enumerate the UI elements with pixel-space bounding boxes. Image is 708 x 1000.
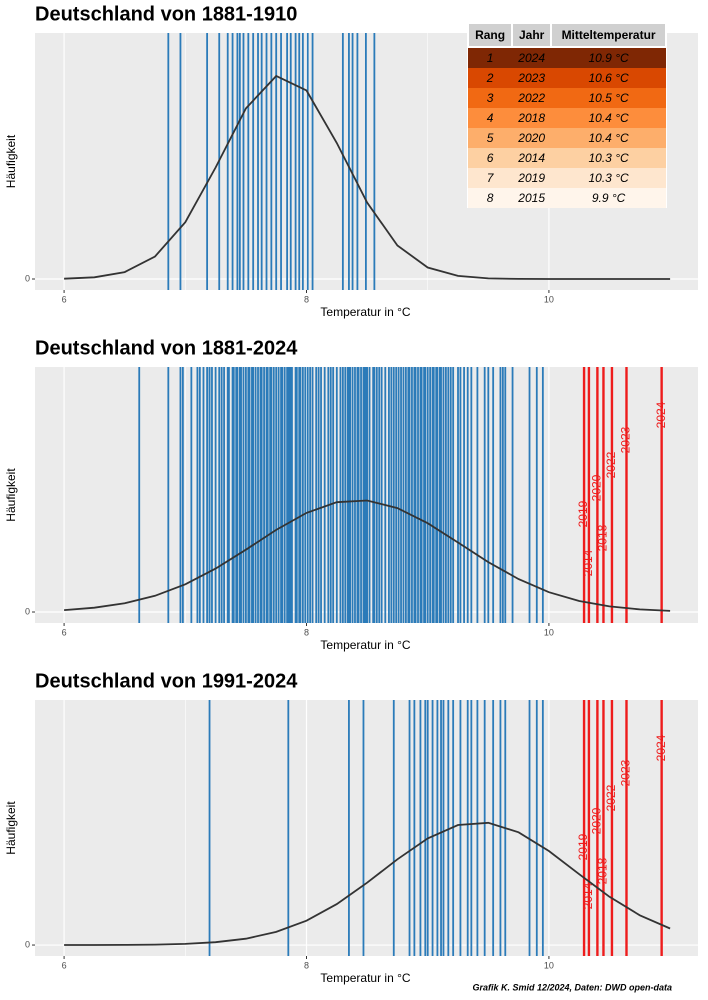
y-axis-label: Häufigkeit — [4, 134, 18, 188]
table-row: 5 2020 10.4 °C — [468, 128, 666, 148]
highlight-label: 2020 — [590, 474, 604, 501]
x-tick-label: 8 — [304, 294, 309, 304]
highlight-label: 2024 — [654, 401, 668, 428]
table-cell: 10.4 °C — [588, 131, 629, 145]
table-cell: 2023 — [518, 71, 545, 85]
y-tick-label: 0 — [25, 606, 30, 616]
table-cell: 8 — [486, 191, 494, 205]
table-cell: 7 — [486, 171, 494, 185]
x-tick-label: 10 — [544, 627, 554, 637]
highlight-label: 2023 — [619, 759, 633, 786]
table-cell: 2022 — [518, 91, 545, 105]
x-axis-label: Temperatur in °C — [320, 638, 410, 652]
table-cell: 2020 — [518, 131, 545, 145]
density-curve — [64, 821, 671, 946]
table-header-cell: Mitteltemperatur — [550, 22, 667, 48]
x-axis-label: Temperatur in °C — [320, 971, 410, 985]
table-cell: 10.3 °C — [588, 171, 629, 185]
table-cell: 2 — [486, 71, 494, 85]
table-cell: 2014 — [518, 151, 545, 165]
density-curve — [64, 74, 671, 280]
table-cell: 2024 — [518, 51, 545, 65]
table-cell: 10.5 °C — [588, 91, 629, 105]
highlight-label: 2018 — [596, 857, 610, 884]
table-cell: 1 — [486, 51, 494, 65]
chart-title: Deutschland von 1881-1910 — [35, 3, 297, 25]
y-tick-label: 0 — [25, 273, 30, 283]
x-tick-label: 6 — [62, 960, 67, 970]
table-cell: 2018 — [518, 111, 545, 125]
footer: Grafik K. Smid 12/2024, Daten: DWD open-… — [472, 982, 672, 992]
highlight-label: 2024 — [654, 734, 668, 761]
table-body: 1 2024 10.9 °C 2 2023 10.6 °C 3 2022 10.5 °C 4 201… — [468, 47, 666, 208]
table-cell: 4 — [486, 111, 494, 125]
table-cell: 10.6 °C — [588, 71, 629, 85]
highlight-label: 2020 — [590, 807, 604, 834]
table-cell: 10.3 °C — [588, 151, 629, 165]
table-row: 8 2015 9.9 °C — [468, 188, 666, 208]
table-cell: 2015 — [518, 191, 545, 205]
density-curve — [64, 499, 671, 612]
x-tick-label: 10 — [544, 960, 554, 970]
table-row: 2 2023 10.6 °C — [468, 68, 666, 88]
table-cell: 6 — [486, 151, 494, 165]
x-tick-label: 10 — [544, 294, 554, 304]
table-header-cell: Jahr — [511, 22, 553, 48]
y-axis-label: Häufigkeit — [4, 468, 18, 522]
table-header: Rang Jahr Mitteltemperatur — [466, 22, 667, 48]
highlight-label: 2019 — [576, 500, 590, 527]
table-cell: 10.4 °C — [588, 111, 629, 125]
y-axis-label: Häufigkeit — [4, 801, 18, 855]
x-tick-label: 8 — [304, 960, 309, 970]
highlight-label: 2022 — [604, 451, 618, 478]
table-cell: 10.9 °C — [588, 51, 629, 65]
x-tick-label: 6 — [62, 294, 67, 304]
highlight-label: 2022 — [604, 784, 618, 811]
table-cell: 5 — [486, 131, 494, 145]
y-tick-label: 0 — [25, 939, 30, 949]
x-axis-label: Temperatur in °C — [320, 305, 410, 319]
table-row: 6 2014 10.3 °C — [468, 148, 666, 168]
x-tick-label: 6 — [62, 627, 67, 637]
table-cell: 9.9 °C — [591, 191, 626, 205]
x-tick-label: 8 — [304, 627, 309, 637]
highlight-label: 2023 — [619, 426, 633, 453]
table-row: 4 2018 10.4 °C — [468, 108, 666, 128]
table-row: 3 2022 10.5 °C — [468, 88, 666, 108]
table-cell: 2019 — [518, 171, 545, 185]
table-cell: 3 — [486, 91, 494, 105]
chart-title: Deutschland von 1991-2024 — [35, 670, 298, 692]
chart-title: Deutschland von 1881-2024 — [35, 337, 298, 359]
panel — [35, 700, 698, 956]
rank-table: Rang Jahr Mitteltemperatur 1 2024 10.9 °C 2 20… — [466, 22, 667, 208]
table-row: 1 2024 10.9 °C — [468, 47, 666, 68]
highlight-label: 2019 — [576, 833, 590, 860]
table-header-cell: Rang — [466, 22, 514, 48]
table-row: 7 2019 10.3 °C — [468, 168, 666, 188]
highlight-label: 2018 — [596, 524, 610, 551]
